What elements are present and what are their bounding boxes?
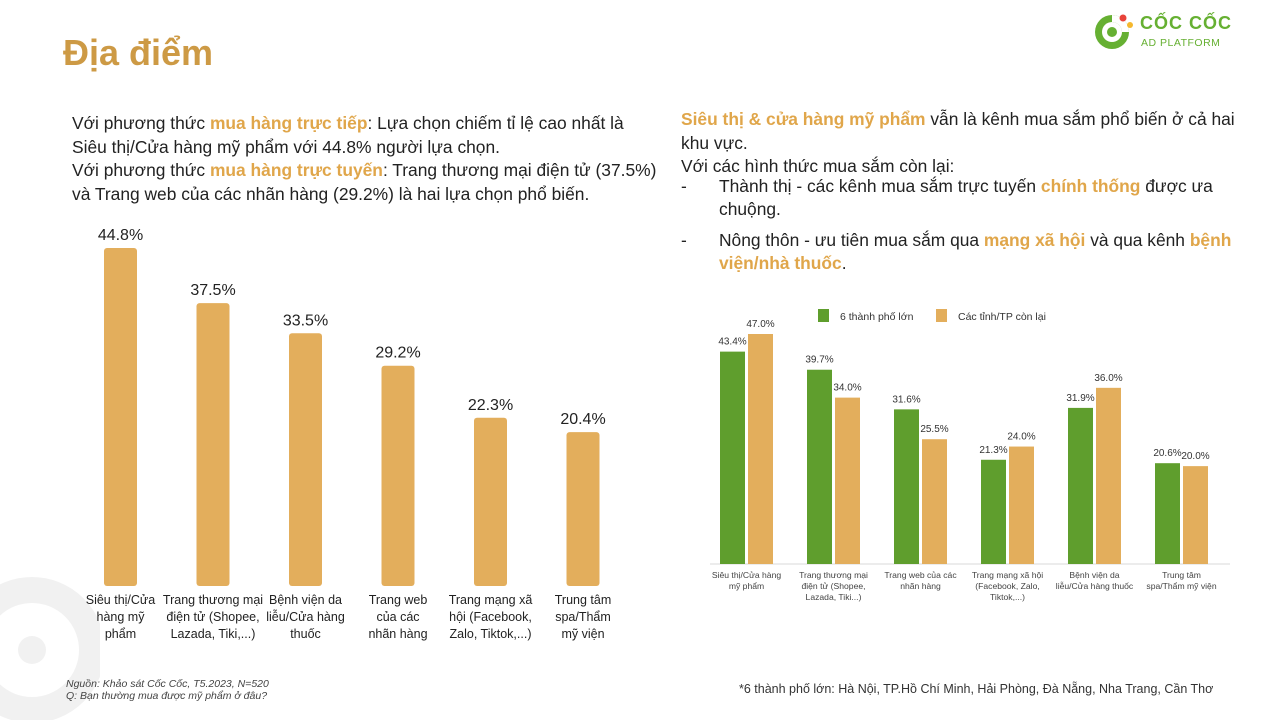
left-bar-value-label: 37.5% [190, 282, 235, 299]
right-bar-value-label: 43.4% [718, 337, 746, 348]
right-bar-value-label: 24.0% [1007, 432, 1035, 443]
right-bar [894, 409, 919, 564]
right-category-label: Trang web của các nhãn hàng [884, 570, 957, 591]
right-category-label: Trung tâm spa/Thẩm mỹ viện [1146, 570, 1216, 591]
left-summary: Với phương thức mua hàng trực tiếp: Lựa … [72, 113, 657, 204]
right-bar-value-label: 36.0% [1094, 373, 1122, 384]
left-bar-value-label: 44.8% [98, 227, 143, 244]
right-bar [748, 334, 773, 564]
right-category-label: Siêu thị/Cửa hàng mỹ phẩm [712, 570, 782, 591]
right-bar-value-label: 47.0% [746, 319, 774, 330]
footnote: *6 thành phố lớn: Hà Nội, TP.Hồ Chí Minh… [739, 682, 1214, 696]
left-bar-chart: 44.8% Siêu thị/Cửa hàng mỹ phẩm 37.5% Trang t… [86, 227, 612, 641]
source-note: Nguồn: Khảo sát Cốc Cốc, T5.2023, N=520 … [66, 678, 269, 702]
left-bar [196, 303, 230, 586]
legend-label: Các tỉnh/TP còn lại [958, 311, 1046, 323]
left-category-label: Trung tâm spa/Thẩm mỹ viện [555, 593, 612, 641]
left-bar [289, 333, 322, 586]
right-bar [922, 439, 947, 564]
right-bar-value-label: 39.7% [805, 355, 833, 366]
left-category-label: Trang thương mại điện tử (Shopee, Lazada, … [163, 593, 263, 641]
right-bar [720, 351, 745, 564]
right-category-label: Trang mạng xã hội (Facebook, Zalo, Tiktok,… [972, 570, 1043, 602]
right-bar [1096, 387, 1121, 564]
right-bar-value-label: 31.9% [1066, 393, 1094, 404]
left-bar [566, 432, 600, 586]
right-bar-value-label: 25.5% [920, 424, 948, 435]
right-bar-value-label: 20.6% [1153, 448, 1181, 459]
left-category-label: Trang mạng xã hội (Facebook, Zalo, Tiktok,… [449, 593, 533, 641]
left-category-label: Siêu thị/Cửa hàng mỹ phẩm [86, 593, 156, 641]
right-bar [981, 459, 1006, 564]
logo-name: CỐC CỐC [1140, 13, 1232, 33]
legend-label: 6 thành phố lớn [840, 311, 914, 323]
coccoc-logo-icon [1095, 14, 1133, 49]
legend-swatch [818, 309, 829, 322]
left-bar-value-label: 20.4% [560, 411, 605, 428]
left-bar-value-label: 33.5% [283, 312, 328, 329]
legend-swatch [936, 309, 947, 322]
bullet-urban: - Thành thị - các kênh mua sắm trực tuyến… [681, 176, 1213, 219]
logo-subtitle: AD PLATFORM [1141, 37, 1221, 49]
right-bar [1155, 463, 1180, 564]
right-bar [1183, 466, 1208, 564]
right-category-label: Trang thương mại điện tử (Shopee, Lazada, … [799, 570, 868, 602]
right-bullets: - Thành thị - các kênh mua sắm trực tuyến… [681, 175, 1261, 274]
bullet-rural: - Nông thôn - ưu tiên mua sắm qua mạng xã… [681, 230, 1232, 273]
right-bar-value-label: 31.6% [892, 394, 920, 405]
page-title: Địa điểm [63, 32, 214, 73]
right-bar-value-label: 20.0% [1181, 451, 1209, 462]
right-summary: Siêu thị & cửa hàng mỹ phẩm vẫn là kênh … [681, 109, 1235, 176]
left-bar [474, 417, 507, 586]
right-bar [1068, 407, 1093, 564]
left-category-label: Bệnh viện da liễu/Cửa hàng thuốc [266, 593, 345, 641]
right-category-label: Bệnh viện da liễu/Cửa hàng thuốc [1056, 570, 1134, 591]
right-bar-value-label: 21.3% [979, 445, 1007, 456]
watermark-logo-icon [0, 577, 100, 720]
left-category-label: Trang web của các nhãn hàng [368, 593, 427, 641]
left-bar [104, 248, 137, 586]
right-bar [1009, 446, 1034, 564]
right-bar [807, 369, 832, 564]
right-bar [835, 397, 860, 564]
right-bar-value-label: 34.0% [833, 383, 861, 394]
left-bar-value-label: 22.3% [468, 397, 513, 414]
left-bar [381, 365, 415, 586]
right-grouped-bar-chart: 6 thành phố lớn Các tỉnh/TP còn lại 43.4%4… [710, 309, 1230, 602]
left-bar-value-label: 29.2% [375, 345, 420, 362]
